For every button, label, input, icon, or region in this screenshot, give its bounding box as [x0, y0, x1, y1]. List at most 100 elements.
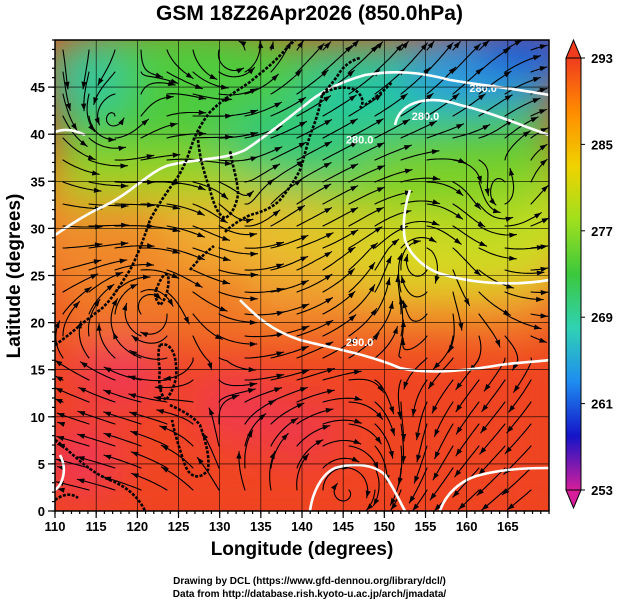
streamline-arrowhead — [129, 411, 138, 417]
streamline-arrowhead — [455, 382, 463, 390]
streamline-arrowhead — [347, 247, 355, 254]
streamline-arrowhead — [246, 430, 253, 438]
streamline-arrowhead — [121, 222, 129, 228]
streamline-arrowhead — [433, 362, 441, 370]
streamline-arrowhead — [428, 121, 437, 127]
streamline-arrowhead — [80, 103, 87, 111]
streamline-arrowhead — [539, 144, 547, 151]
streamline-arrowhead — [220, 192, 228, 200]
streamline-arrowhead — [323, 162, 332, 169]
streamline-arrowhead — [351, 456, 359, 462]
streamline-arrowhead — [331, 483, 338, 491]
streamline-arrowhead — [475, 68, 483, 75]
streamline-arrowhead — [532, 98, 540, 104]
streamline-arrowhead — [324, 119, 332, 126]
streamline-arrowhead — [159, 426, 168, 431]
credit-data-source: Data from http://database.rish.kyoto-u.a… — [172, 589, 447, 600]
streamline-arrowhead — [434, 504, 442, 511]
streamline-arrowhead — [224, 160, 232, 166]
streamline-arrowhead — [91, 170, 100, 176]
coast-korea — [196, 139, 240, 220]
streamline-arrowhead — [513, 384, 520, 393]
streamline-arrowhead — [131, 335, 139, 343]
streamline-arrowhead — [88, 124, 95, 132]
streamline-arrowhead — [540, 266, 548, 272]
streamline-arrowhead — [163, 375, 171, 381]
streamline-arrowhead — [345, 45, 352, 53]
streamline-arrowhead — [456, 448, 463, 456]
streamline-arrowhead — [347, 70, 355, 77]
streamline-arrowhead — [478, 467, 486, 475]
streamline-arrowhead — [77, 411, 86, 417]
coast-philippines-south — [169, 403, 210, 478]
x-tick-label: 120 — [126, 519, 148, 534]
streamline-arrowhead — [370, 243, 378, 250]
streamline-arrowhead — [431, 149, 439, 155]
streamline-arrowhead — [65, 103, 71, 111]
streamline-arrowhead — [350, 230, 358, 236]
y-axis-label: Latitude (degrees) — [4, 194, 25, 359]
streamline-arrowhead — [80, 361, 88, 368]
contour-294-line-c — [55, 454, 66, 492]
streamline-arrowhead — [250, 156, 258, 162]
coast-ryukyu — [188, 244, 215, 271]
streamline-arrowhead — [352, 40, 359, 47]
streamline-arrowhead — [297, 205, 305, 212]
colorbar-tick-label: 253 — [591, 483, 613, 498]
streamline-arrowhead — [392, 326, 398, 335]
streamline-arrowhead — [155, 72, 163, 78]
streamline-arrowhead — [118, 118, 124, 126]
streamline-arrowhead — [452, 93, 460, 101]
page-title: GSM 18Z26Apr2026 (850.0hPa) — [156, 2, 463, 25]
streamline-arrowhead — [276, 263, 284, 269]
colorbar: 293 285 277 269 261 253 — [565, 38, 613, 510]
axis-ticks — [48, 39, 550, 518]
streamline-arrowhead — [247, 67, 255, 75]
map-grid — [54, 40, 549, 512]
streamline-arrowhead — [78, 387, 87, 393]
streamline-arrowhead — [539, 44, 548, 50]
streamline-arrowhead — [413, 239, 421, 245]
streamline-arrowhead — [183, 316, 190, 324]
y-tick-label: 15 — [31, 363, 45, 378]
contour-label: 280.0 — [346, 135, 374, 147]
streamline-arrowhead — [376, 207, 384, 213]
x-tick-label: 130 — [209, 519, 231, 534]
streamline-arrowhead — [324, 207, 332, 214]
streamline-arrowhead — [71, 123, 78, 131]
x-tick-label: 140 — [291, 519, 313, 534]
streamline-arrowhead — [250, 251, 258, 257]
streamline-arrowhead — [484, 188, 490, 196]
streamline-arrowhead — [400, 320, 407, 328]
streamline-arrowhead — [532, 77, 541, 83]
streamline-arrowhead — [222, 279, 230, 285]
streamline-arrowhead — [103, 411, 112, 417]
streamline-arrowhead — [350, 207, 358, 214]
streamline-arrowhead — [453, 41, 461, 49]
streamline-arrowhead — [315, 439, 323, 446]
streamline-arrowhead — [122, 303, 128, 311]
x-tick-label: 110 — [45, 519, 66, 534]
streamline-arrowhead — [455, 188, 463, 196]
streamline-arrowhead — [324, 141, 332, 148]
streamline-arrowhead — [434, 275, 440, 284]
streamline-arrowhead — [536, 270, 544, 276]
streamline-arrowhead — [325, 232, 334, 239]
streamline-arrowhead — [533, 55, 541, 61]
streamline-arrowhead — [434, 429, 440, 437]
streamline-arrowhead — [131, 451, 139, 457]
streamline-arrowhead — [55, 376, 63, 382]
streamline-arrowhead — [376, 142, 385, 149]
streamline-arrowhead — [301, 369, 309, 375]
streamline-arrowhead — [94, 242, 102, 248]
streamline-arrowhead — [385, 256, 392, 264]
streamline-arrowhead — [353, 438, 361, 444]
streamline-arrowhead — [72, 301, 80, 309]
streamline-arrowhead — [55, 388, 63, 394]
streamline-arrowhead — [432, 405, 438, 414]
streamline-arrowhead — [236, 68, 244, 74]
streamline-arrowhead — [350, 141, 358, 148]
streamline-arrowhead — [354, 395, 362, 401]
streamline-arrowhead — [266, 179, 275, 186]
streamline-arrowhead — [350, 185, 358, 192]
